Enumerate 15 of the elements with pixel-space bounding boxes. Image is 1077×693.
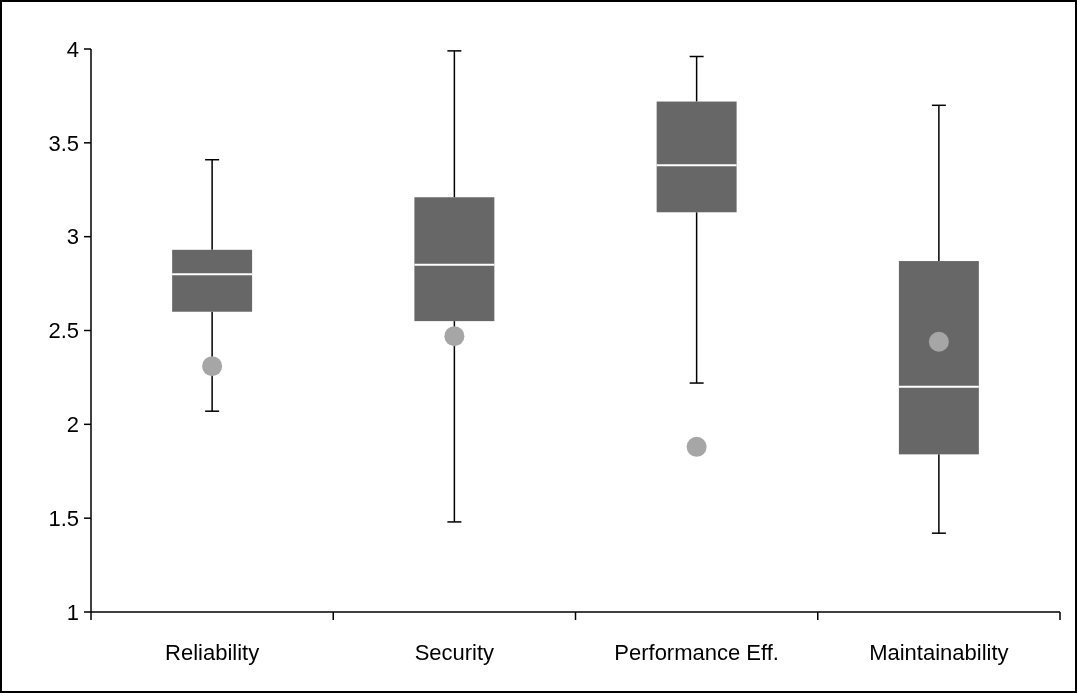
y-tick-label: 3.5	[48, 130, 79, 156]
y-tick-label: 2.5	[48, 318, 79, 344]
y-tick-label: 1	[66, 599, 79, 625]
y-tick-label: 4	[66, 36, 79, 62]
point	[444, 326, 465, 347]
x-tick-label: Performance Eff.	[614, 640, 779, 665]
y-tick-label: 2	[66, 412, 79, 438]
y-tick-label: 3	[66, 224, 79, 250]
point	[928, 331, 949, 352]
point	[202, 356, 223, 377]
x-tick-label: Security	[414, 640, 495, 665]
x-tick-label: Maintainability	[869, 640, 1009, 665]
y-tick-label: 1.5	[48, 505, 79, 531]
x-tick-label: Reliability	[165, 640, 260, 665]
point	[686, 436, 707, 457]
